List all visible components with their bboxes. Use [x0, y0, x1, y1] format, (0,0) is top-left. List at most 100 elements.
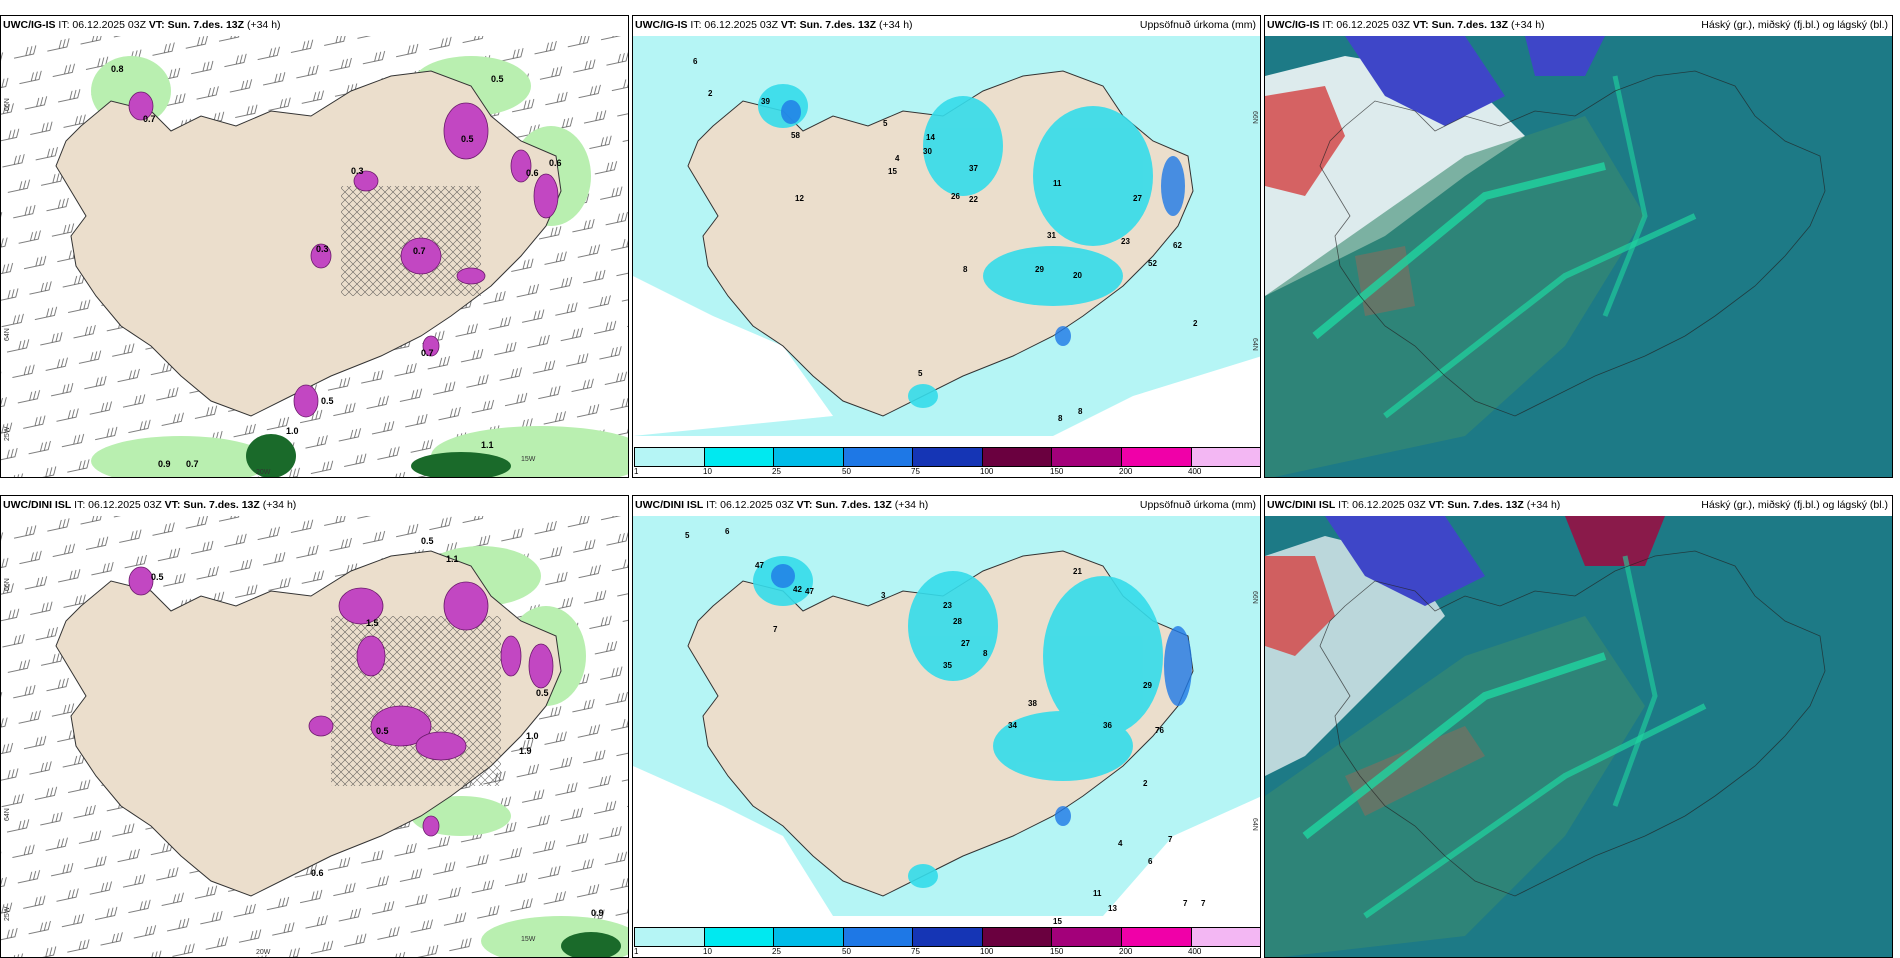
colorbar-label: 1 [634, 467, 639, 476]
value-label: 76 [1155, 726, 1164, 735]
colorbar [634, 447, 1260, 467]
value-label: 0.5 [536, 688, 549, 698]
value-label: 35 [943, 661, 952, 670]
colorbar-label: 75 [911, 947, 920, 956]
lat-label: 64N [1251, 818, 1258, 831]
value-label: 0.3 [351, 166, 364, 176]
value-label: 8 [963, 265, 968, 274]
value-label: 6 [693, 57, 698, 66]
value-label: 7 [1168, 835, 1173, 844]
cloud-map [1265, 36, 1892, 477]
value-label: 58 [791, 131, 800, 140]
value-label: 11 [1093, 889, 1102, 898]
value-label: 1.1 [446, 554, 459, 564]
colorbar-label: 150 [1050, 467, 1064, 476]
value-label: 23 [943, 601, 952, 610]
lat-label: 66N [1251, 591, 1258, 604]
colorbar-label: 1 [634, 947, 639, 956]
colorbar-label: 100 [980, 947, 994, 956]
panel-header: UWC/IG-IS IT: 06.12.2025 03Z VT: Sun. 7.… [635, 19, 913, 31]
value-label: 47 [755, 561, 764, 570]
colorbar-swatch [843, 928, 914, 946]
value-label: 30 [923, 147, 932, 156]
value-label: 5 [918, 369, 923, 378]
value-label: 52 [1148, 259, 1157, 268]
value-label: 42 [793, 585, 802, 594]
lat-label: 66N [1251, 111, 1258, 124]
colorbar-labels: 1 10 25 50 75 100 150 200 400 [634, 947, 1259, 957]
panel-p1: UWC/IG-IS IT: 06.12.2025 03Z VT: Sun. 7.… [0, 15, 629, 478]
lon-label: 20W [256, 469, 271, 476]
value-label: 0.5 [421, 536, 434, 546]
colorbar-swatch [913, 928, 983, 946]
colorbar-label: 75 [911, 467, 920, 476]
value-label: 7 [1183, 899, 1188, 908]
value-label: 4 [1118, 839, 1123, 848]
panel-header: UWC/IG-IS IT: 06.12.2025 03Z VT: Sun. 7.… [1267, 19, 1545, 31]
value-label: 11 [1053, 179, 1062, 188]
value-label: 0.7 [143, 114, 156, 124]
value-label: 0.5 [491, 74, 504, 84]
wind-map: 0.8 0.5 0.7 0.3 0.5 0.6 0.7 0.3 0.7 1.0 … [1, 36, 628, 477]
colorbar-labels: 1 10 25 50 75 100 150 200 400 [634, 467, 1259, 477]
value-label: 37 [969, 164, 978, 173]
value-label: 29 [1035, 265, 1044, 274]
value-label: 0.6 [526, 168, 539, 178]
lon-label: 25W [4, 426, 11, 441]
panel-header: UWC/DINI ISL IT: 06.12.2025 03Z VT: Sun.… [635, 499, 929, 511]
value-label: 0.6 [311, 868, 324, 878]
colorbar-swatch [1121, 448, 1192, 466]
colorbar-label: 200 [1119, 947, 1133, 956]
panel-title: Uppsöfnuð úrkoma (mm) [1139, 499, 1256, 511]
value-label: 3 [881, 591, 886, 600]
colorbar-swatch [774, 448, 844, 466]
value-label: 5 [883, 119, 888, 128]
lon-label: 15W [521, 456, 536, 463]
value-label: 0.6 [549, 158, 562, 168]
value-label: 36 [1103, 721, 1112, 730]
colorbar-label: 25 [772, 467, 781, 476]
colorbar-swatch [843, 448, 914, 466]
value-label: 15 [888, 167, 897, 176]
value-label: 28 [953, 617, 962, 626]
value-label: 1.1 [481, 440, 494, 450]
colorbar-label: 150 [1050, 947, 1064, 956]
value-label: 38 [1028, 699, 1037, 708]
value-label: 1.0 [526, 731, 539, 741]
colorbar-swatch [1191, 448, 1260, 466]
value-label: 0.5 [461, 134, 474, 144]
value-label: 26 [951, 192, 960, 201]
wind-map: 0.5 1.1 0.5 1.5 0.5 1.0 1.9 0.6 0.9 0.5 … [1, 516, 628, 957]
panel-title: Háský (gr.), miðský (fj.bl.) og lágský (… [1701, 19, 1888, 31]
colorbar-swatch [982, 928, 1053, 946]
lon-label: 15W [521, 936, 536, 943]
colorbar-label: 25 [772, 947, 781, 956]
cloud-map [1265, 516, 1892, 957]
value-label: 1.5 [366, 618, 379, 628]
value-label: 6 [1148, 857, 1153, 866]
colorbar-swatch [1052, 928, 1122, 946]
precip-map: 5 6 47 42 47 3 7 23 28 27 35 8 21 38 34 … [633, 516, 1260, 926]
value-label: 7 [773, 625, 778, 634]
lat-label: 66N [4, 98, 11, 111]
value-label: 1.9 [519, 746, 532, 756]
precip-map: 6 2 39 58 12 5 4 14 15 30 37 26 22 11 31… [633, 36, 1260, 436]
value-label: 0.5 [321, 396, 334, 406]
value-label: 0.9 [158, 459, 171, 469]
colorbar-swatch [704, 448, 775, 466]
value-label: 39 [761, 97, 770, 106]
value-label: 0.3 [316, 244, 329, 254]
colorbar-swatch [1121, 928, 1192, 946]
value-label: 0.7 [186, 459, 199, 469]
value-label: 0.8 [111, 64, 124, 74]
value-label: 6 [725, 527, 730, 536]
colorbar-swatch [635, 448, 705, 466]
panel-p6: UWC/DINI ISL IT: 06.12.2025 03Z VT: Sun.… [1264, 495, 1893, 958]
panel-p5: UWC/DINI ISL IT: 06.12.2025 03Z VT: Sun.… [632, 495, 1261, 958]
value-label: 2 [708, 89, 713, 98]
value-label: 0.5 [376, 726, 389, 736]
value-label: 21 [1073, 567, 1082, 576]
panel-p4: UWC/DINI ISL IT: 06.12.2025 03Z VT: Sun.… [0, 495, 629, 958]
value-label: 14 [926, 133, 935, 142]
lon-label: 25W [4, 906, 11, 921]
